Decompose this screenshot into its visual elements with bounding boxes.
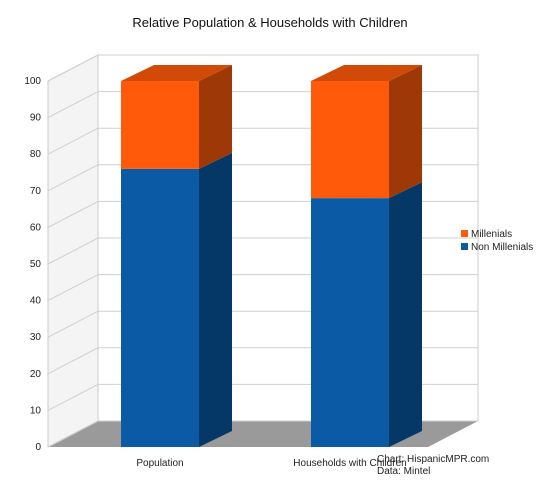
bar-segment-side (389, 182, 422, 447)
y-tick-label: 30 (30, 332, 42, 343)
bar-segment-front (311, 198, 389, 447)
bar-segment-front (121, 81, 199, 169)
bar-segment-side (199, 65, 232, 169)
legend-label: Millenials (471, 229, 512, 240)
bars-layer (121, 65, 422, 447)
y-tick-label: 20 (30, 369, 42, 380)
y-tick-label: 40 (30, 296, 42, 307)
y-tick-label: 50 (30, 259, 42, 270)
legend: Millenials Non Millenials (461, 229, 533, 253)
chart-credit-data: Data: Mintel (377, 466, 430, 477)
bar-segment-front (121, 168, 199, 447)
bar-segment-top (311, 65, 422, 81)
chart-credit-source: Chart: HispanicMPR.com (377, 454, 489, 465)
y-axis-ticks: 0 10 20 30 40 50 60 70 80 90 100 (24, 76, 41, 453)
y-tick-label: 10 (30, 405, 42, 416)
bar-segment-top (121, 65, 232, 81)
y-tick-label: 90 (30, 113, 42, 124)
y-tick-label: 70 (30, 186, 42, 197)
y-tick-label: 60 (30, 222, 42, 233)
x-category-label: Households with Children (293, 458, 406, 469)
bar-segment-side (389, 65, 422, 199)
legend-swatch (461, 230, 468, 237)
gridline (47, 54, 478, 82)
legend-swatch (461, 243, 468, 250)
y-tick-label: 100 (24, 76, 41, 87)
y-tick-label: 80 (30, 149, 42, 160)
bar-segment-side (199, 152, 232, 447)
bar-segment-front (311, 81, 389, 199)
legend-label: Non Millenials (471, 242, 533, 253)
x-axis-labels: Population Households with Children (136, 458, 406, 469)
chart-title: Relative Population & Households with Ch… (132, 15, 407, 30)
x-category-label: Population (136, 458, 183, 469)
y-tick-label: 0 (35, 442, 41, 453)
